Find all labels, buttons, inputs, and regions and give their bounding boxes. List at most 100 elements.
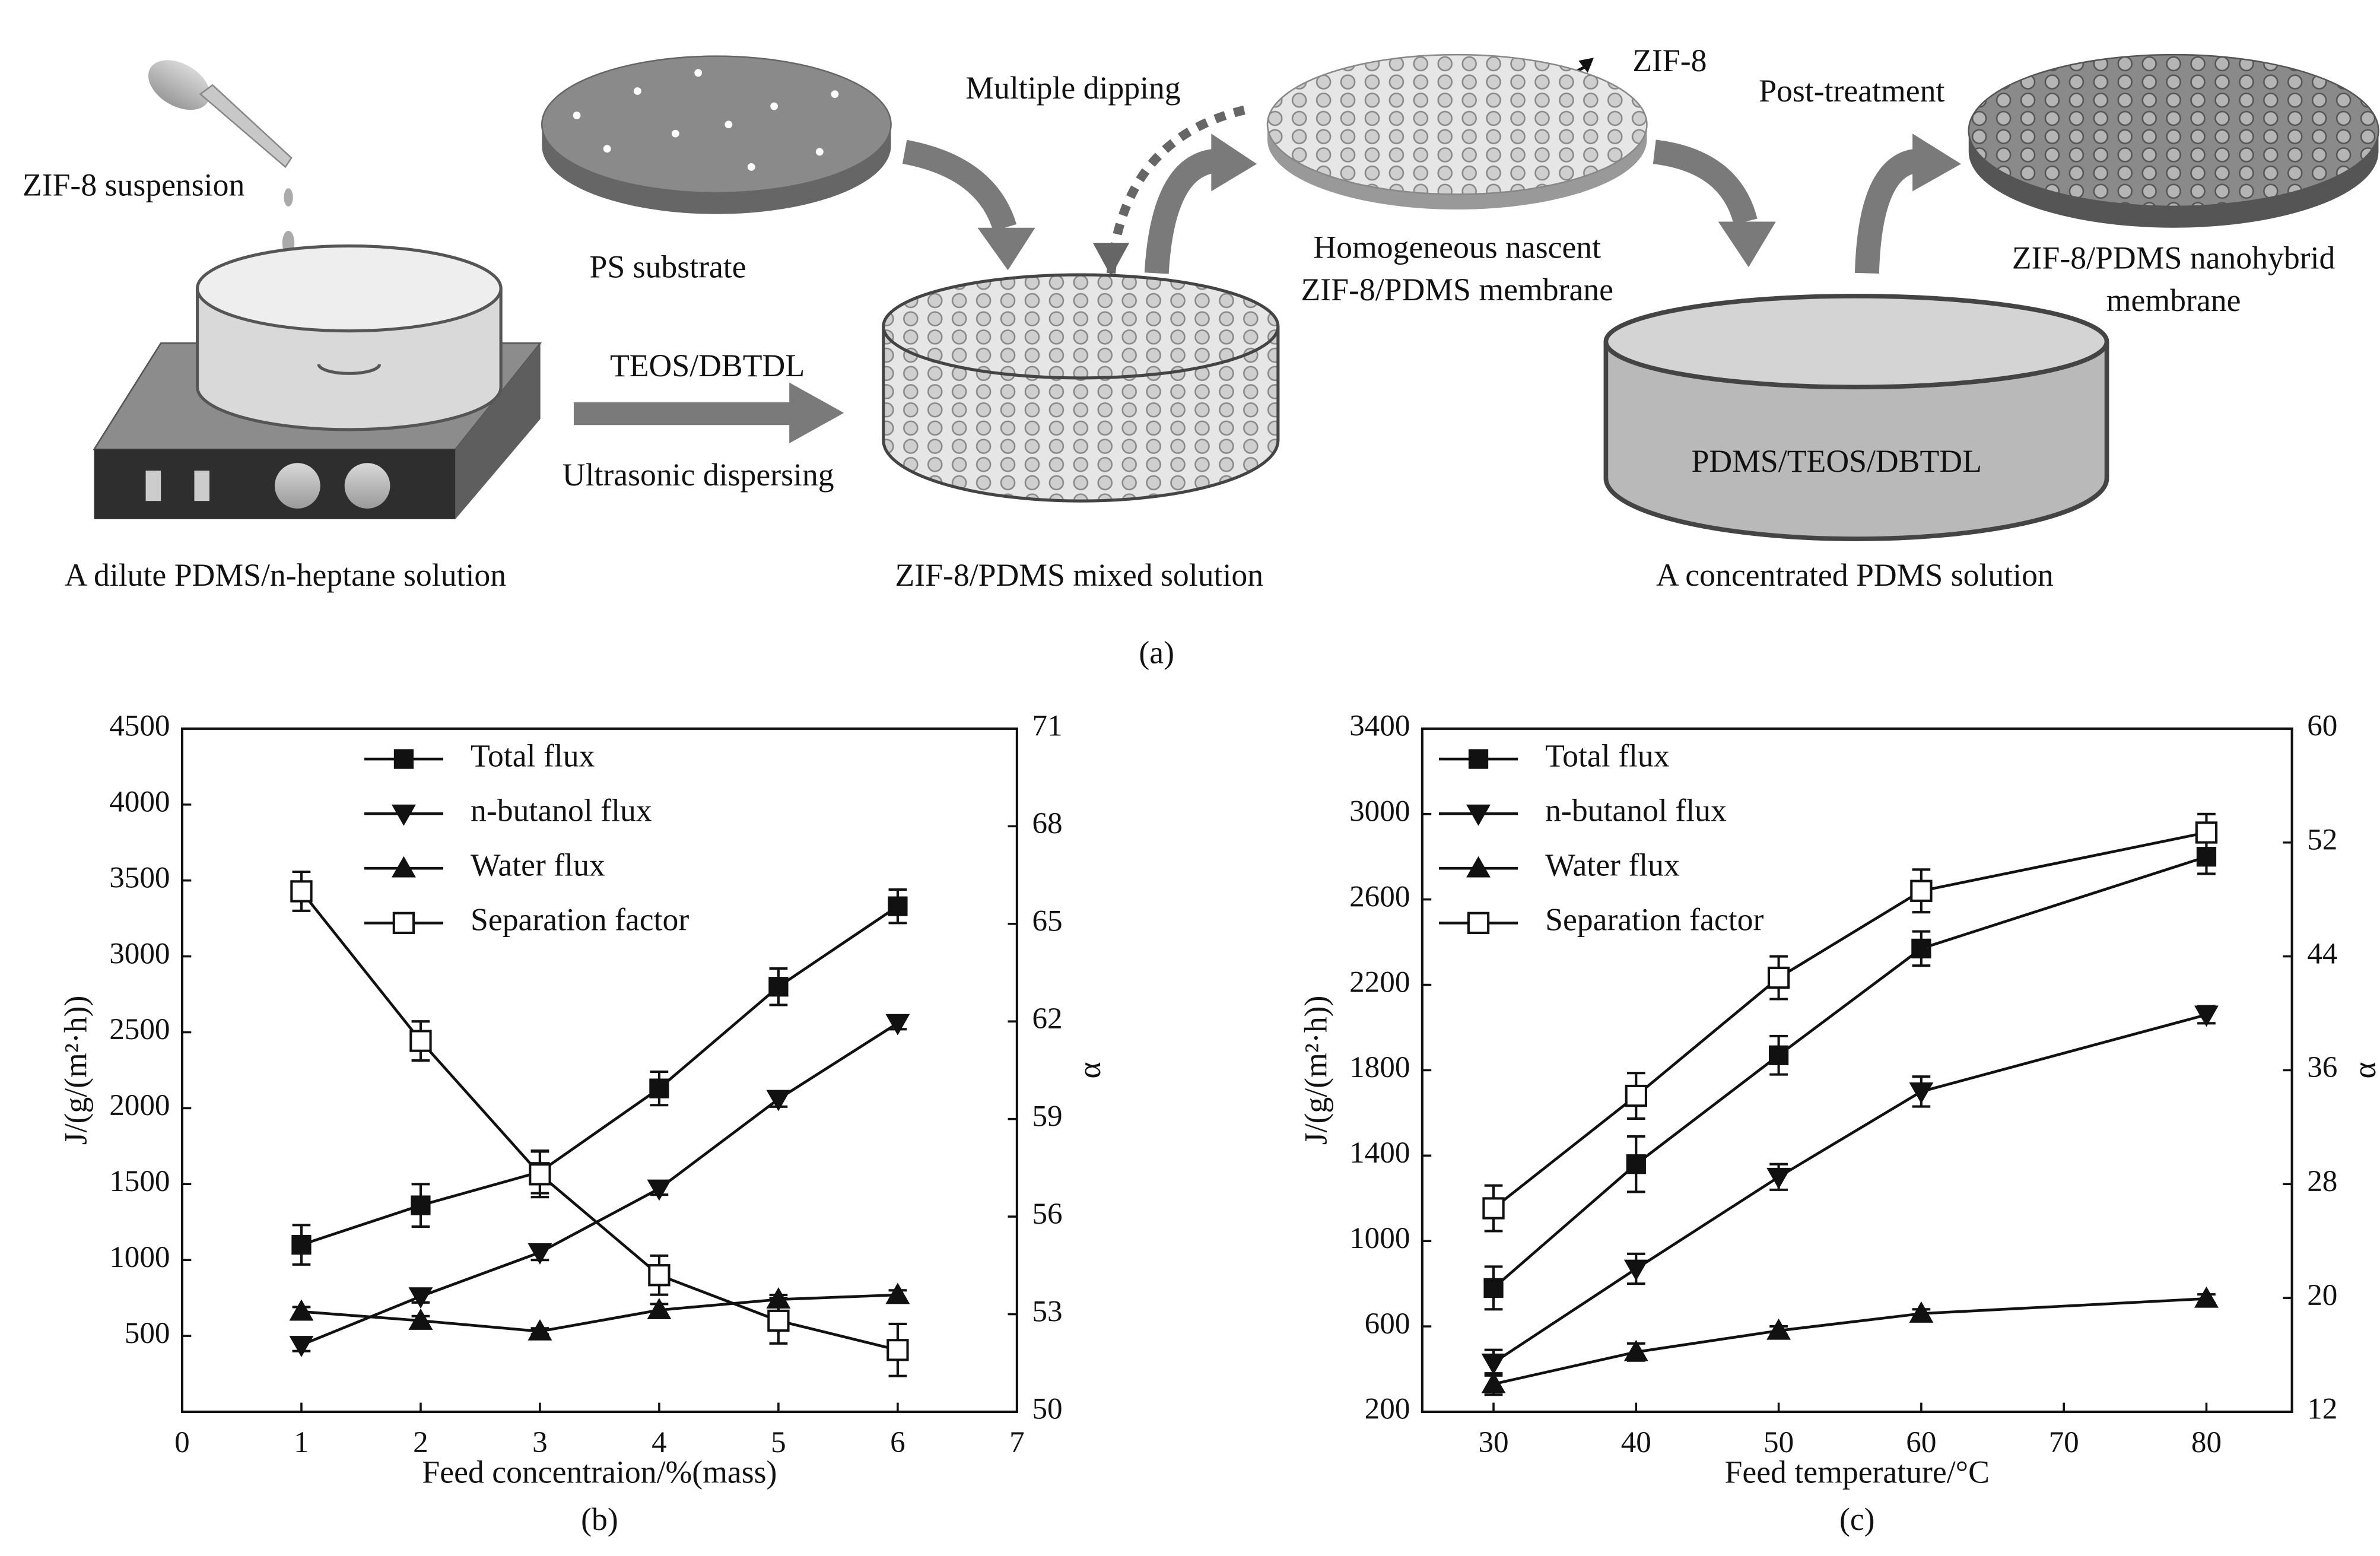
y-tick-label: 2500: [109, 1012, 170, 1046]
dish-rim: [195, 244, 503, 333]
y-tick-label: 2600: [1349, 879, 1410, 913]
data-point: [1910, 879, 1933, 902]
dipping-arrow: [1106, 104, 1249, 274]
data-point: [1909, 1301, 1934, 1323]
data-point: [1911, 938, 1931, 959]
y2-tick-label: 59: [1032, 1099, 1062, 1133]
diagram-label: PS substrate: [590, 249, 746, 285]
knob: [344, 463, 390, 509]
x-tick-label: 2: [413, 1425, 428, 1459]
x-tick-label: 40: [1621, 1425, 1651, 1459]
data-point: [1767, 966, 1790, 989]
data-point: [767, 1309, 790, 1332]
data-point: [291, 1234, 312, 1255]
data-point: [647, 1179, 672, 1201]
x-tick-label: 60: [1906, 1425, 1936, 1459]
data-point: [1626, 1154, 1646, 1174]
y2-tick-label: 68: [1032, 806, 1062, 840]
substrate-pores: [573, 69, 839, 171]
knob: [275, 463, 320, 509]
y-tick-label: 3500: [109, 860, 170, 894]
diagram-label: ZIF-8 suspension: [23, 167, 245, 203]
data-point: [290, 880, 313, 903]
data-point: [1481, 1353, 1506, 1375]
nanohybrid-membrane: [1968, 53, 2379, 208]
x-tick-label: 30: [1478, 1425, 1508, 1459]
y-tick-label: 2000: [109, 1088, 170, 1122]
diagram-shapes: [93, 53, 2379, 541]
arrow: [1144, 148, 1216, 274]
diagram-label: Multiple dipping: [965, 70, 1181, 106]
y-tick-label: 500: [125, 1316, 170, 1350]
diagram-label: Post-treatment: [1759, 73, 1944, 109]
y-axis-label: J/(g/(m²·h)): [58, 996, 93, 1145]
series-line: [301, 1022, 899, 1347]
arrow-head: [977, 227, 1035, 271]
y-tick-label: 1000: [109, 1240, 170, 1274]
diagram-label: A dilute PDMS/n-heptane solution: [65, 557, 507, 593]
legend-marker: [392, 912, 415, 934]
data-point: [289, 1299, 314, 1321]
y2-tick-label: 56: [1032, 1197, 1062, 1231]
y2-tick-label: 44: [2307, 936, 2337, 970]
y2-tick-label: 60: [2307, 709, 2337, 743]
ps-substrate: [541, 55, 892, 194]
y2-tick-label: 50: [1032, 1392, 1062, 1426]
diagram-label: PDMS/TEOS/DBTDL: [1692, 443, 1982, 479]
y2-tick-label: 71: [1032, 709, 1062, 743]
diagram-label: A concentrated PDMS solution: [1656, 557, 2054, 593]
y2-tick-label: 28: [2307, 1164, 2337, 1198]
y-tick-label: 3000: [109, 936, 170, 970]
x-tick-label: 50: [1763, 1425, 1794, 1459]
legend-label: n-butanol flux: [1545, 792, 1727, 828]
arrow: [1653, 139, 1758, 226]
arrow-head: [1092, 243, 1130, 277]
x-axis-label: Feed concentraion/%(mass): [422, 1455, 777, 1490]
data-point: [885, 1282, 910, 1304]
arrow: [1854, 148, 1918, 274]
data-point: [408, 1287, 433, 1309]
y-tick-label: 200: [1365, 1392, 1410, 1426]
y-tick-label: 600: [1365, 1307, 1410, 1341]
diagram-label: ZIF-8: [1632, 43, 1707, 78]
data-point: [886, 1339, 909, 1361]
legend-marker: [1468, 749, 1489, 769]
series-line: [300, 890, 898, 1352]
arrow: [902, 139, 1017, 232]
y-tick-label: 4500: [109, 709, 170, 743]
y2-tick-label: 62: [1032, 1002, 1062, 1036]
x-tick-label: 1: [294, 1425, 309, 1459]
legend-label: n-butanol flux: [471, 792, 652, 828]
data-point: [1623, 1339, 1648, 1361]
y-tick-label: 3000: [1349, 794, 1410, 828]
data-point: [647, 1298, 672, 1319]
x-tick-label: 7: [1009, 1425, 1025, 1459]
y2-tick-label: 52: [2307, 823, 2337, 856]
series-line: [1492, 1013, 2207, 1364]
arrow-head: [1718, 221, 1776, 268]
y-tick-label: 1800: [1349, 1050, 1410, 1084]
data-point: [1483, 1278, 1504, 1298]
x-tick-label: 3: [532, 1425, 548, 1459]
legend-marker: [391, 856, 416, 878]
dropper-tube: [199, 84, 293, 169]
panel-label: (b): [581, 1501, 618, 1537]
series-line: [1493, 1297, 2207, 1386]
data-point: [2194, 1005, 2219, 1027]
data-point: [529, 1163, 551, 1186]
legend-label: Total flux: [471, 738, 595, 773]
data-point: [648, 1264, 671, 1287]
plot-frame: [1421, 727, 2293, 1414]
legend-label: Water flux: [471, 847, 605, 883]
data-point: [411, 1195, 431, 1215]
data-point: [1768, 1045, 1789, 1065]
data-point: [766, 1090, 791, 1112]
x-tick-label: 70: [2049, 1425, 2079, 1459]
y-tick-label: 1400: [1349, 1136, 1410, 1170]
series-line: [301, 1293, 898, 1333]
data-point: [2195, 821, 2218, 844]
legend-label: Separation factor: [471, 902, 689, 938]
drop: [284, 188, 293, 207]
